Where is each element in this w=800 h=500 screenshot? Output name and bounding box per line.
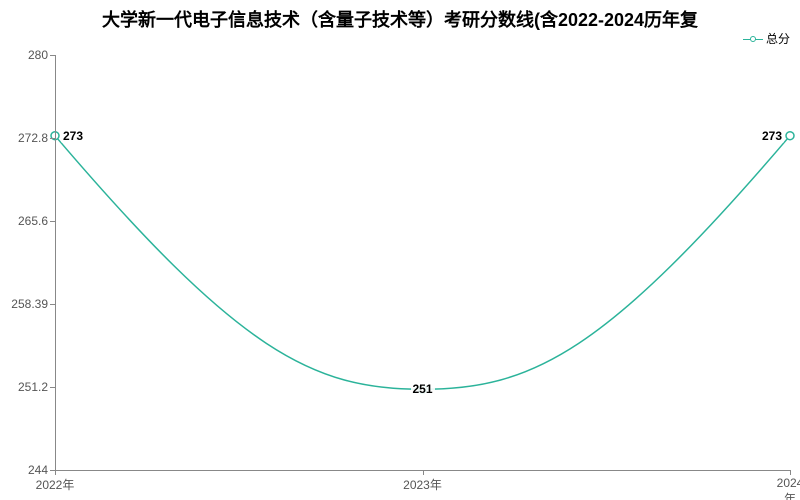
- plot-area: 244251.2258.39265.6272.82802022年2023年202…: [55, 55, 790, 470]
- y-tick-label: 251.2: [0, 380, 48, 394]
- y-tick-label: 244: [0, 463, 48, 477]
- data-label: 251: [410, 382, 434, 396]
- y-tick-label: 265.6: [0, 214, 48, 228]
- x-tick-label: 2024年: [777, 476, 800, 500]
- legend: 总分: [743, 30, 790, 47]
- data-label: 273: [61, 129, 85, 143]
- chart-container: 大学新一代电子信息技术（含量子技术等）考研分数线(含2022-2024历年复 总…: [0, 0, 800, 500]
- y-tick-label: 272.8: [0, 131, 48, 145]
- chart-title: 大学新一代电子信息技术（含量子技术等）考研分数线(含2022-2024历年复: [0, 6, 800, 32]
- legend-marker-icon: [743, 34, 763, 44]
- line-series: [55, 55, 790, 470]
- x-tick-label: 2023年: [403, 476, 442, 493]
- x-tick-label: 2022年: [36, 476, 75, 493]
- y-tick-label: 280: [0, 48, 48, 62]
- legend-label: 总分: [766, 30, 790, 47]
- y-tick-label: 258.39: [0, 297, 48, 311]
- data-label: 273: [760, 129, 784, 143]
